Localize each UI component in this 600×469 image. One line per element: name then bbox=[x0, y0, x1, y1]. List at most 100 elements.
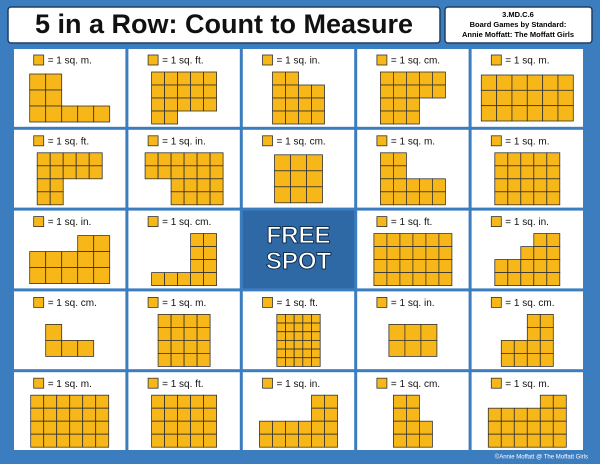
area-square bbox=[29, 73, 47, 91]
area-square bbox=[82, 420, 97, 435]
area-square bbox=[302, 357, 312, 367]
area-square bbox=[177, 97, 192, 112]
free-spot-text: FREE bbox=[266, 222, 330, 249]
area-square bbox=[290, 170, 307, 188]
area-square bbox=[170, 352, 185, 367]
area-square bbox=[500, 433, 515, 448]
area-square bbox=[203, 233, 218, 248]
area-square bbox=[480, 89, 498, 107]
area-square bbox=[420, 339, 438, 357]
area-square bbox=[513, 433, 528, 448]
area-square bbox=[30, 420, 45, 435]
area-square bbox=[272, 110, 286, 125]
area-square bbox=[494, 191, 509, 206]
area-square bbox=[392, 191, 407, 206]
area-square bbox=[285, 313, 295, 324]
area-square bbox=[480, 74, 498, 91]
area-square bbox=[507, 191, 522, 206]
area-square bbox=[196, 165, 211, 180]
area-square bbox=[209, 178, 224, 193]
unit-square-icon bbox=[33, 54, 45, 66]
unit-label: = 1 sq. in. bbox=[391, 298, 435, 309]
area-square bbox=[272, 420, 286, 435]
footer: ©Annie Moffatt @ The Moffatt Girls bbox=[495, 454, 588, 461]
area-square bbox=[379, 84, 394, 99]
info-line: 3.MD.C.6 bbox=[502, 10, 534, 19]
unit-label: = 1 sq. m. bbox=[48, 56, 92, 67]
area-square bbox=[542, 74, 559, 91]
area-square bbox=[418, 191, 433, 206]
free-spot-text: SPOT bbox=[266, 248, 332, 275]
area-square bbox=[324, 394, 338, 409]
area-square bbox=[496, 74, 513, 91]
area-square bbox=[399, 272, 414, 287]
area-square bbox=[405, 191, 420, 206]
area-square bbox=[379, 165, 394, 180]
area-square bbox=[190, 259, 205, 274]
area-square bbox=[324, 433, 338, 448]
area-square bbox=[546, 259, 561, 274]
area-square bbox=[203, 97, 218, 112]
area-square bbox=[285, 357, 295, 367]
area-square bbox=[425, 246, 440, 261]
unit-label: = 1 sq. cm. bbox=[48, 298, 97, 309]
area-square bbox=[293, 348, 304, 359]
area-square bbox=[56, 407, 71, 422]
area-square bbox=[95, 394, 110, 409]
area-square bbox=[43, 407, 58, 422]
area-square bbox=[285, 97, 299, 112]
info-box bbox=[444, 6, 593, 44]
area-square bbox=[151, 394, 166, 409]
area-square bbox=[49, 178, 64, 193]
area-square bbox=[431, 178, 446, 193]
unit-square-icon bbox=[147, 54, 159, 66]
area-square bbox=[520, 152, 535, 167]
area-square bbox=[196, 191, 211, 206]
area-square bbox=[306, 154, 323, 172]
area-square bbox=[526, 74, 544, 91]
area-square bbox=[157, 339, 172, 354]
area-square bbox=[285, 420, 299, 435]
unit-label: = 1 sq. m. bbox=[505, 136, 549, 147]
area-square bbox=[177, 420, 192, 435]
area-square bbox=[500, 407, 515, 422]
area-square bbox=[82, 433, 97, 448]
area-square bbox=[45, 323, 63, 341]
area-square bbox=[62, 165, 77, 180]
unit-label: = 1 sq. in. bbox=[277, 379, 321, 390]
area-square bbox=[61, 105, 79, 123]
area-square bbox=[520, 178, 535, 193]
area-square bbox=[43, 394, 58, 409]
area-square bbox=[552, 433, 567, 448]
area-square bbox=[487, 433, 502, 448]
area-square bbox=[405, 97, 420, 112]
area-square bbox=[438, 272, 453, 287]
area-square bbox=[386, 246, 401, 261]
area-square bbox=[285, 71, 299, 86]
area-square bbox=[542, 105, 559, 122]
area-square bbox=[379, 71, 394, 86]
area-square bbox=[75, 165, 90, 180]
area-square bbox=[405, 407, 420, 422]
area-square bbox=[164, 394, 179, 409]
area-square bbox=[399, 246, 414, 261]
area-square bbox=[209, 191, 224, 206]
area-square bbox=[157, 165, 172, 180]
area-square bbox=[373, 272, 388, 287]
area-square bbox=[151, 407, 166, 422]
free-spot bbox=[242, 210, 355, 289]
area-square bbox=[177, 272, 192, 287]
area-square bbox=[77, 235, 95, 253]
area-square bbox=[43, 433, 58, 448]
area-square bbox=[151, 433, 166, 448]
area-square bbox=[418, 71, 433, 86]
area-square bbox=[56, 420, 71, 435]
area-square bbox=[151, 420, 166, 435]
area-square bbox=[190, 97, 205, 112]
area-square bbox=[209, 152, 224, 167]
info-line: Annie Moffatt: The Moffatt Girls bbox=[462, 30, 574, 39]
area-square bbox=[196, 352, 211, 367]
area-square bbox=[196, 178, 211, 193]
area-square bbox=[30, 433, 45, 448]
area-square bbox=[45, 251, 63, 269]
